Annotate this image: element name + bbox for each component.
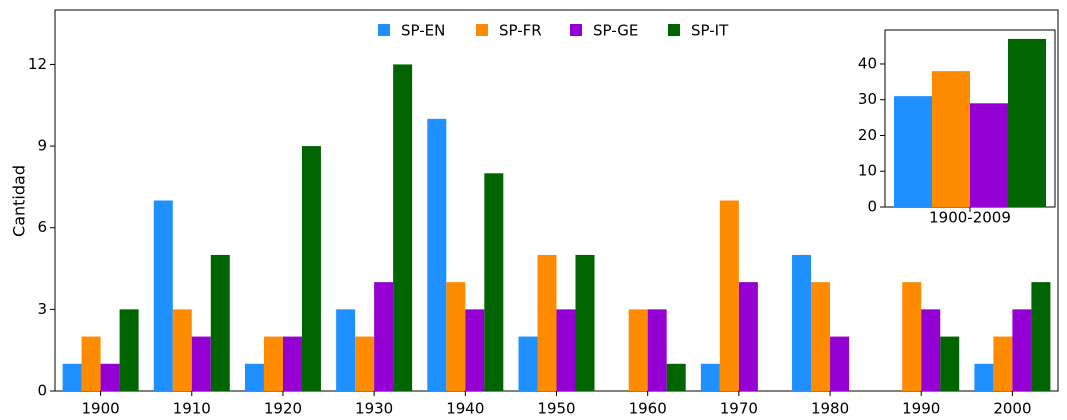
bar-sp-it-1920 [301,146,321,391]
bar-sp-it-1930 [393,64,413,391]
bar-sp-ge-1920 [282,336,302,391]
bar-sp-ge-1980 [830,336,850,391]
inset-bar-sp-fr [932,71,970,207]
legend-swatch-sp-ge [570,24,582,36]
bar-sp-fr-1950 [537,254,557,391]
bar-sp-en-2000 [974,363,994,391]
inset-bars [894,38,1046,207]
inset-y-tick-label: 0 [867,198,877,216]
inset-y-tick-label: 10 [858,162,877,180]
main-bars [62,64,1051,391]
bar-sp-fr-1920 [263,336,283,391]
main-y-axis: 0 3 6 9 12 [28,55,55,400]
bar-sp-fr-1940 [446,282,466,391]
bar-sp-ge-1950 [556,309,576,391]
legend-label-sp-en: SP-EN [401,22,445,40]
inset-y-tick-label: 20 [858,126,877,144]
x-tick-label: 1990 [902,400,940,418]
bar-sp-it-1940 [484,173,504,391]
bar-sp-it-1990 [940,336,960,391]
x-tick-label: 1900 [81,400,119,418]
bar-sp-ge-1990 [921,309,941,391]
bar-sp-fr-1970 [719,200,739,391]
bar-sp-fr-2000 [993,336,1013,391]
x-tick-label: 1950 [537,400,575,418]
inset-plot: 0 10 20 30 40 1900-2009 [858,29,1056,227]
bar-sp-fr-1980 [811,282,831,391]
legend-label-sp-fr: SP-FR [499,22,542,40]
x-tick-label: 1980 [811,400,849,418]
x-tick-label: 1910 [173,400,211,418]
bar-sp-ge-1930 [374,282,394,391]
legend-label-sp-ge: SP-GE [593,22,638,40]
bar-sp-ge-1940 [465,309,485,391]
bar-sp-it-1960 [666,363,686,391]
legend-swatch-sp-fr [476,24,488,36]
inset-x-axis: 1900-2009 [929,207,1011,227]
legend-label-sp-it: SP-IT [691,22,729,40]
x-tick-label: 2000 [993,400,1031,418]
inset-bar-sp-en [894,96,932,207]
bar-sp-fr-1960 [628,309,648,391]
bar-sp-it-2000 [1031,282,1051,391]
inset-y-axis: 0 10 20 30 40 [858,54,885,216]
bar-sp-it-1900 [119,309,139,391]
bar-sp-it-1950 [575,254,595,391]
bar-sp-en-1910 [153,200,173,391]
bar-sp-fr-1910 [172,309,192,391]
bar-sp-fr-1900 [81,336,101,391]
inset-y-tick-label: 40 [858,54,877,72]
legend: SP-EN SP-FR SP-GE SP-IT [378,22,729,40]
inset-x-tick-label: 1900-2009 [929,209,1011,227]
bar-sp-en-1980 [792,254,812,391]
x-tick-label: 1960 [629,400,667,418]
x-tick-label: 1940 [446,400,484,418]
bar-sp-en-1900 [62,363,82,391]
y-tick-label: 3 [37,300,47,318]
bar-sp-it-1910 [210,254,230,391]
bar-sp-fr-1990 [902,282,922,391]
bar-sp-ge-2000 [1012,309,1032,391]
y-tick-label: 0 [37,382,47,400]
y-tick-label: 12 [28,55,47,73]
bar-sp-en-1920 [244,363,264,391]
main-x-axis: 1900 1910 1920 1930 1940 1950 1960 1970 1980 1990… [81,391,1032,418]
bar-sp-en-1940 [427,118,447,391]
y-tick-label: 9 [37,137,47,155]
y-axis-title: Cantidad [10,165,29,237]
inset-y-tick-label: 30 [858,90,877,108]
bar-sp-en-1930 [336,309,356,391]
legend-swatch-sp-it [668,24,680,36]
y-tick-label: 6 [37,218,47,236]
bar-sp-ge-1900 [100,363,120,391]
bar-sp-ge-1910 [191,336,211,391]
inset-bar-sp-it [1008,38,1046,207]
inset-bar-sp-ge [970,103,1008,207]
bar-sp-ge-1970 [738,282,758,391]
bar-sp-fr-1930 [355,336,375,391]
x-tick-label: 1930 [355,400,393,418]
x-tick-label: 1970 [720,400,758,418]
bar-sp-en-1970 [700,363,720,391]
bar-sp-ge-1960 [647,309,667,391]
legend-swatch-sp-en [378,24,390,36]
bar-sp-en-1950 [518,336,538,391]
x-tick-label: 1920 [264,400,302,418]
